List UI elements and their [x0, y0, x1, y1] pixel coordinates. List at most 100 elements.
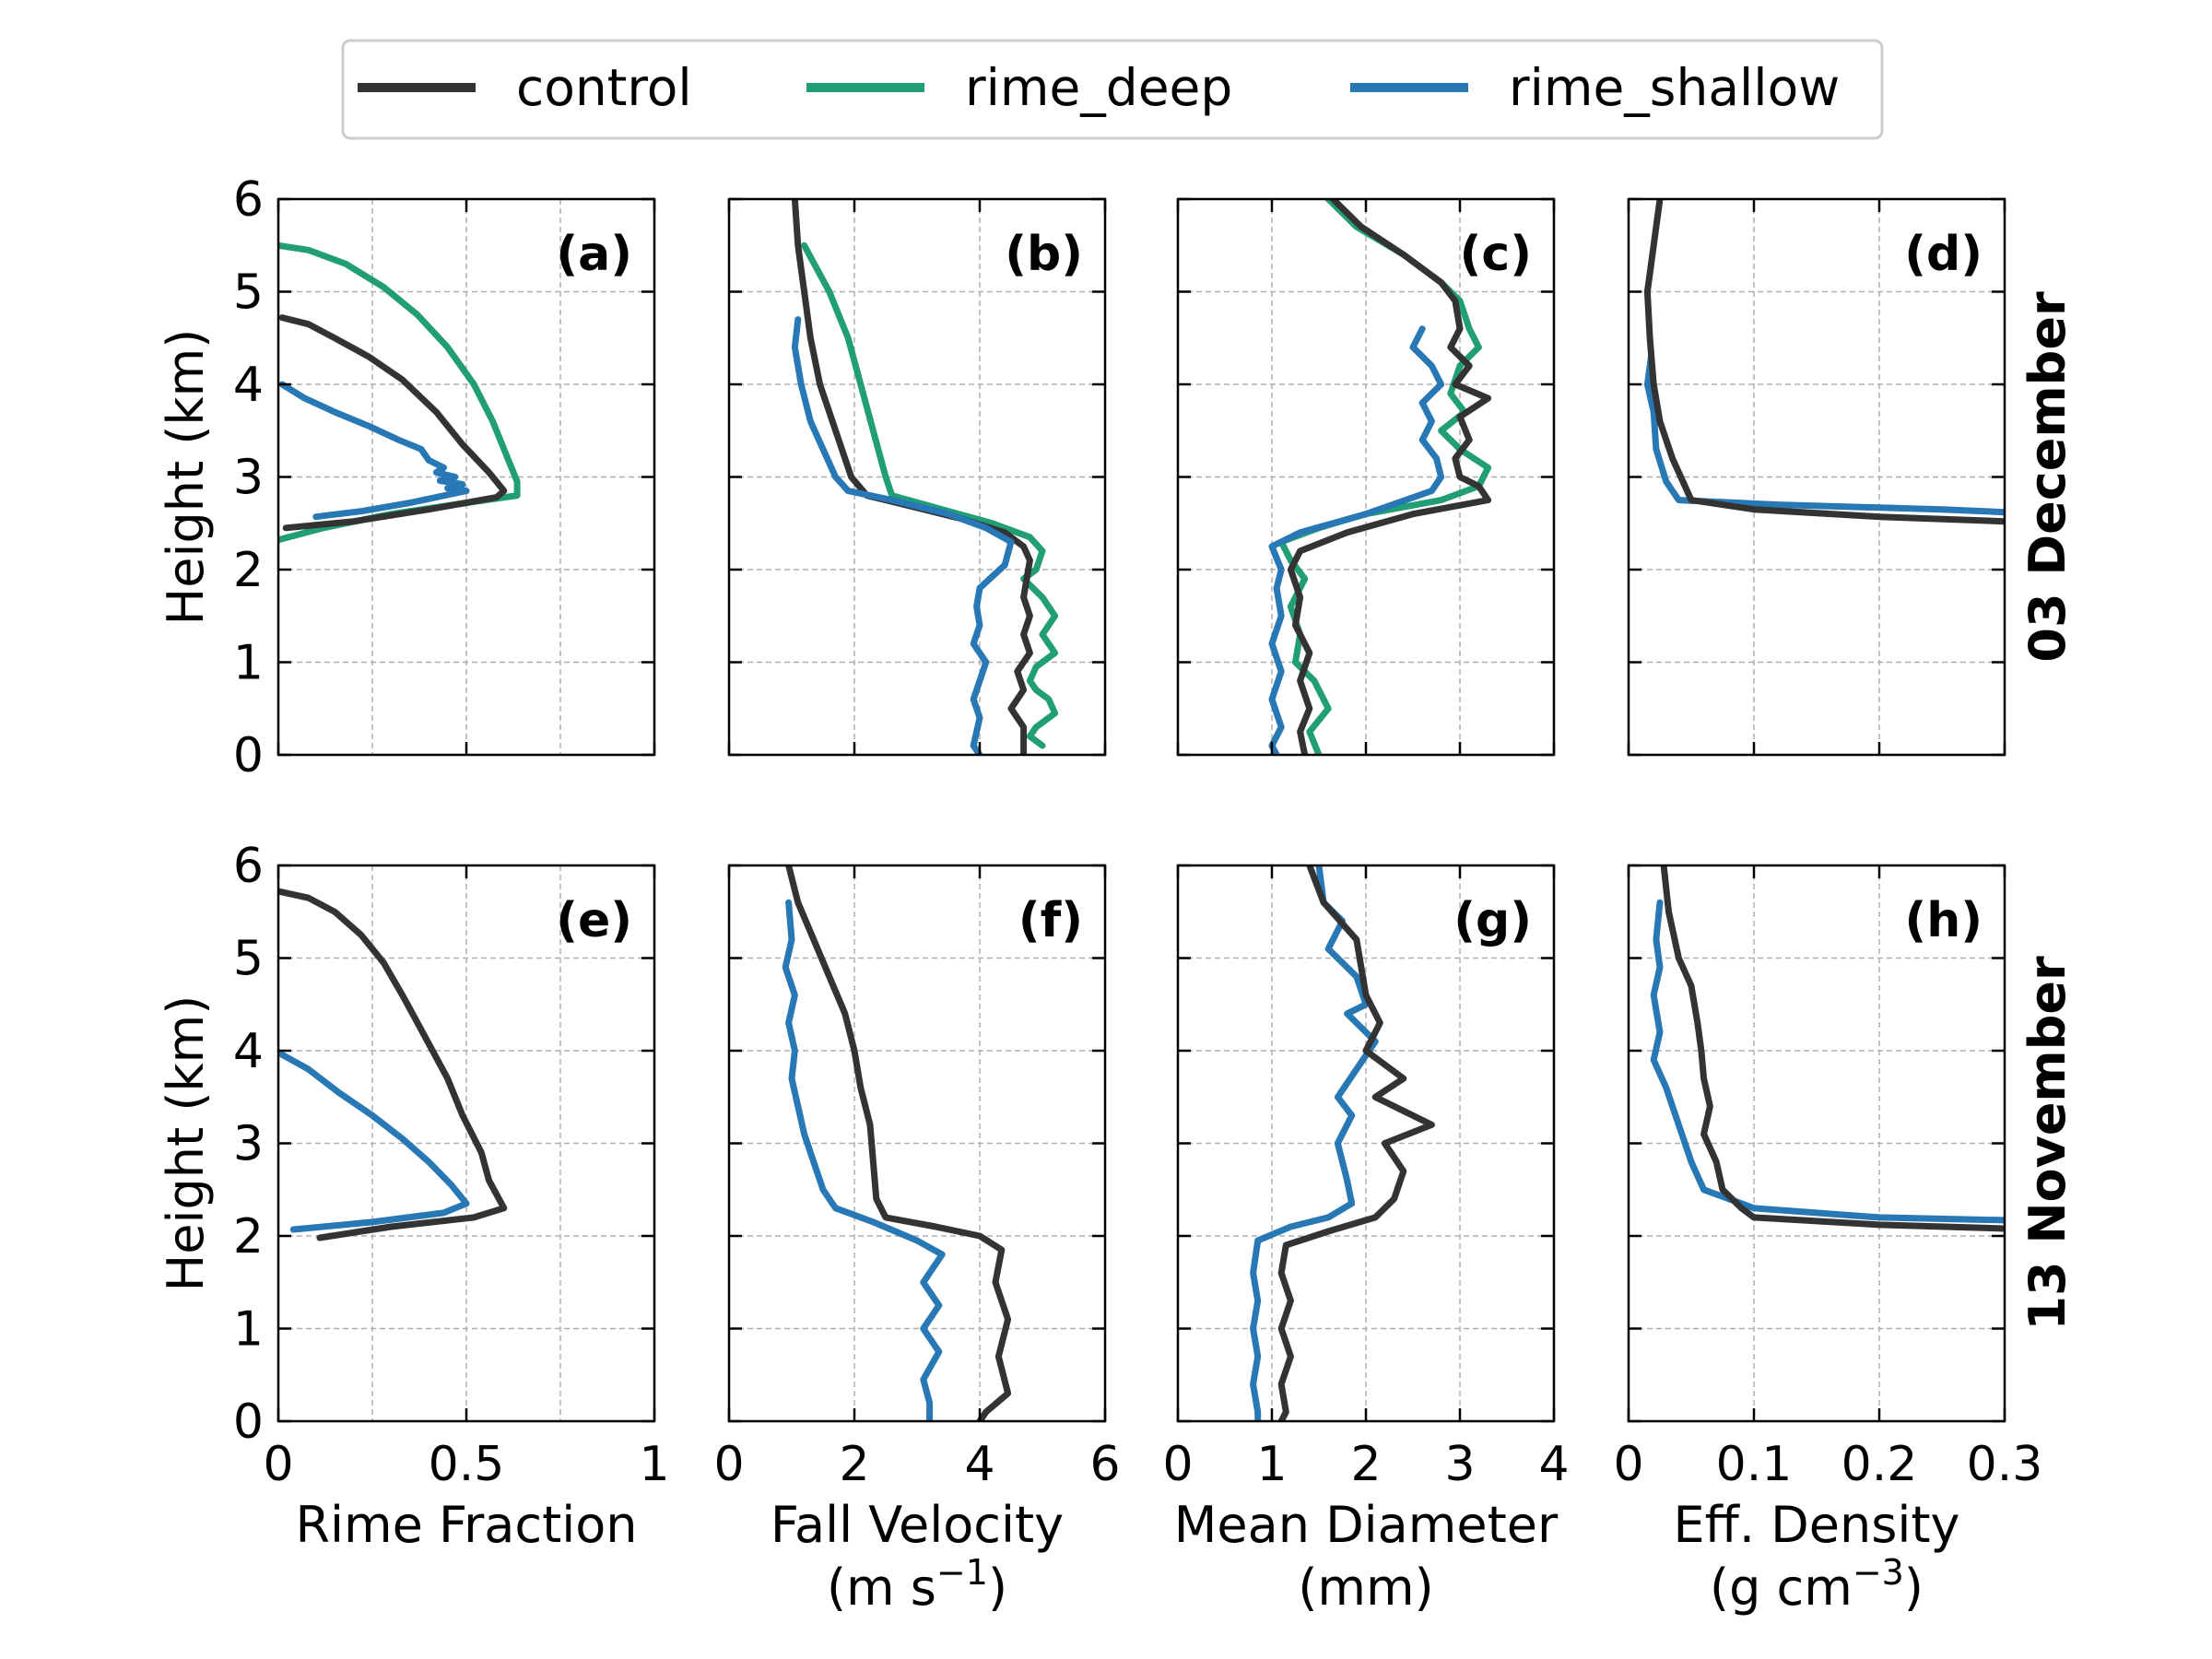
x-tick-label: 1 — [1256, 1437, 1287, 1492]
series-line-control — [1277, 865, 1435, 1421]
x-tick-label: 0.3 — [1967, 1437, 2043, 1492]
x-axis-unit: (mm) — [1298, 1559, 1433, 1617]
panel-a: 0 1 2 3 4 5 6 Height (km) (a) — [157, 172, 656, 783]
legend: control rime_deep rime_shallow — [341, 39, 1884, 140]
y-axis-label: Height (km) — [157, 995, 215, 1292]
series-line-rime_shallow — [278, 381, 470, 521]
panel-d: (d) — [1627, 197, 2006, 757]
legend-label-rime_shallow: rime_shallow — [1509, 58, 1840, 117]
x-axis-unit-close: ) — [1904, 1559, 1924, 1617]
panel-b: (b) — [727, 197, 1107, 757]
x-tick-label: 0 — [1162, 1437, 1193, 1492]
series-line-control — [278, 314, 508, 532]
x-axis-unit-text: (g cm — [1710, 1559, 1853, 1617]
x-tick-label: 0 — [713, 1437, 744, 1492]
x-axis-label: Mean Diameter — [1174, 1496, 1559, 1554]
series-line-rime_shallow — [1643, 353, 2005, 516]
grid — [278, 199, 654, 755]
row-label: 03 December — [2018, 291, 2077, 663]
x-axis-unit: (g cm−3) — [1710, 1552, 1924, 1617]
ticks — [1176, 864, 1556, 1423]
series-line-rime_shallow — [278, 1049, 470, 1233]
x-axis-label: Fall Velocity — [771, 1496, 1064, 1554]
ticks — [276, 197, 656, 757]
series-line-control — [278, 888, 508, 1241]
x-tick-label: 3 — [1444, 1437, 1475, 1492]
row-label: 13 November — [2018, 956, 2077, 1331]
x-tick-label: 0.1 — [1716, 1437, 1793, 1492]
panel-label: (h) — [1904, 893, 1983, 948]
panel-label: (a) — [556, 227, 632, 282]
series-line-rime_deep — [278, 241, 521, 544]
y-tick-label: 3 — [233, 451, 264, 506]
x-tick-label: 1 — [639, 1437, 669, 1492]
y-tick-label: 1 — [233, 636, 264, 691]
grid — [1629, 865, 2005, 1421]
x-axis-unit-exponent: −1 — [936, 1552, 988, 1593]
y-tick-label: 3 — [233, 1117, 264, 1172]
x-tick-label: 2 — [1350, 1437, 1381, 1492]
series-line-rime_shallow — [1650, 899, 2005, 1224]
ticks — [727, 197, 1107, 757]
ticks — [1627, 197, 2006, 757]
x-axis-unit-exponent: −3 — [1853, 1552, 1904, 1593]
y-tick-label: 0 — [233, 1394, 264, 1450]
y-tick-label: 2 — [233, 1209, 264, 1265]
series-line-control — [791, 199, 1033, 755]
series-line-control — [785, 865, 1012, 1421]
panel-f: 0 2 4 6 Fall Velocity(m s−1) (f) — [713, 864, 1121, 1617]
x-axis-label: Eff. Density — [1674, 1496, 1960, 1554]
x-tick-label: 2 — [839, 1437, 869, 1492]
ticks — [1627, 864, 2006, 1423]
grid — [1178, 199, 1554, 755]
panel-label: (e) — [556, 893, 632, 948]
y-tick-label: 0 — [233, 728, 264, 783]
x-tick-label: 0 — [263, 1437, 293, 1492]
x-tick-label: 0.5 — [429, 1437, 505, 1492]
row-labels: 03 December 13 November — [2018, 291, 2077, 1331]
grid — [1629, 199, 2005, 755]
panel-label: (d) — [1904, 227, 1983, 282]
series-line-rime_shallow — [782, 899, 946, 1421]
grid — [729, 865, 1105, 1421]
series-line-rime_shallow — [791, 316, 1015, 755]
x-tick-label: 4 — [964, 1437, 994, 1492]
y-tick-label: 4 — [233, 358, 264, 413]
grid — [729, 199, 1105, 755]
y-tick-label: 5 — [233, 265, 264, 321]
x-tick-label: 4 — [1538, 1437, 1569, 1492]
x-axis-unit-text: (m s — [827, 1559, 936, 1617]
panel-label: (f) — [1018, 893, 1083, 948]
x-axis-label: Rime Fraction — [295, 1496, 637, 1554]
y-tick-label: 1 — [233, 1302, 264, 1358]
x-axis-unit-close: ) — [988, 1559, 1007, 1617]
panel-label: (g) — [1453, 893, 1532, 948]
x-tick-label: 0 — [1613, 1437, 1643, 1492]
panel-c: (c) — [1176, 197, 1556, 757]
ticks — [727, 864, 1107, 1423]
y-tick-label: 5 — [233, 932, 264, 987]
legend-label-rime_deep: rime_deep — [965, 58, 1232, 117]
x-tick-label: 0.2 — [1841, 1437, 1918, 1492]
series-line-rime_shallow — [1268, 325, 1445, 755]
y-tick-label: 6 — [233, 839, 264, 894]
series-line-control — [1287, 199, 1492, 755]
x-tick-label: 6 — [1089, 1437, 1120, 1492]
panel-label: (b) — [1005, 227, 1083, 282]
y-tick-label: 6 — [233, 172, 264, 228]
series-line-control — [1643, 199, 2005, 525]
y-axis-label: Height (km) — [157, 329, 215, 626]
ticks — [1176, 197, 1556, 757]
panel-label: (c) — [1460, 227, 1532, 282]
x-axis-unit: (m s−1) — [827, 1552, 1007, 1617]
series-line-rime_shallow — [1250, 865, 1379, 1421]
y-tick-label: 2 — [233, 543, 264, 598]
series-line-control — [1660, 865, 2005, 1232]
grid — [278, 865, 654, 1421]
legend-label-control: control — [516, 58, 692, 117]
y-tick-label: 4 — [233, 1024, 264, 1079]
